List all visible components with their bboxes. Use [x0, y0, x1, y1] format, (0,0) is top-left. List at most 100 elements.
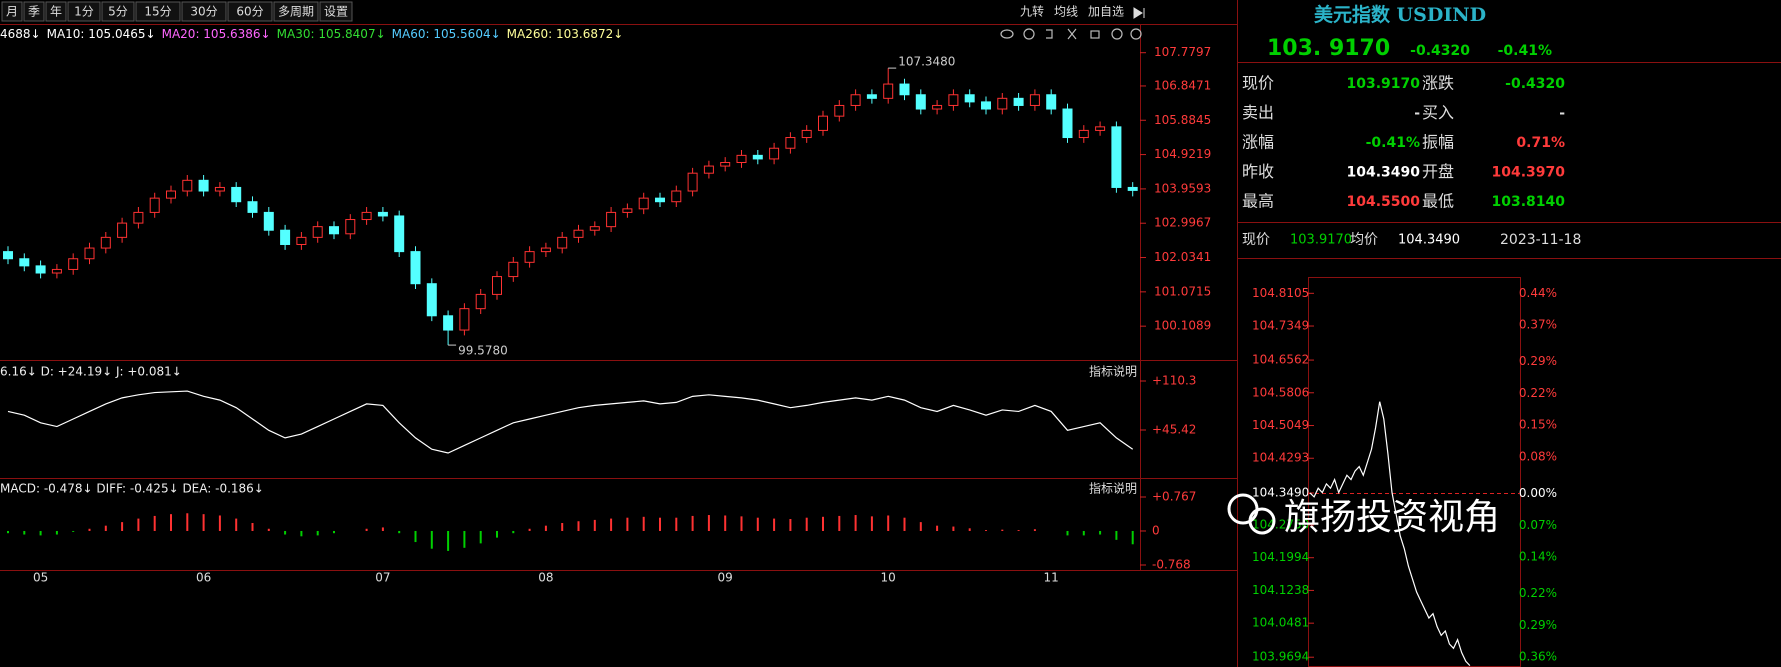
period-button[interactable]: [135, 1, 181, 22]
y-tick-label: 107.7797: [1154, 45, 1211, 59]
candle-body: [703, 165, 714, 174]
y-tick-label: 103.9593: [1154, 181, 1211, 195]
period-button[interactable]: [181, 1, 227, 22]
field-value: -: [1414, 106, 1420, 122]
period-button[interactable]: [45, 1, 67, 22]
period-label[interactable]: 15分: [144, 5, 171, 19]
candle-body: [866, 94, 877, 99]
candle-body: [117, 222, 128, 238]
candle-body: [329, 226, 339, 235]
eye-icon[interactable]: [1000, 29, 1014, 39]
candle-body: [214, 186, 225, 192]
candle-body: [850, 94, 861, 106]
period-label[interactable]: 设置: [324, 5, 348, 19]
candle-body: [35, 265, 46, 274]
period-button[interactable]: [101, 1, 135, 22]
gear-icon[interactable]: [1023, 28, 1035, 40]
chart-tools[interactable]: [1000, 28, 1142, 40]
indicator-legend: MACD: -0.478↓ DIFF: -0.425↓ DEA: -0.186↓: [0, 482, 264, 496]
period-button[interactable]: [23, 1, 45, 22]
period-label[interactable]: 60分: [236, 5, 263, 19]
y-tick-label: 104.5806: [1252, 385, 1309, 399]
candle-body: [540, 247, 551, 253]
y-tick-label: 101.0715: [1154, 284, 1211, 298]
indicator-line: [7, 390, 1134, 454]
zoom-in-icon[interactable]: [1130, 28, 1142, 40]
candle-body: [573, 229, 584, 238]
x-tick-label: 11: [1044, 571, 1059, 585]
period-label[interactable]: 年: [50, 5, 62, 19]
candle-body: [720, 161, 731, 167]
period-label[interactable]: 30分: [190, 5, 217, 19]
y-tick-label: 105.8845: [1154, 113, 1211, 127]
tool-label[interactable]: 九转: [1020, 4, 1044, 19]
y2-tick-label: 0.36%: [1519, 650, 1557, 664]
candle-body: [948, 94, 959, 106]
candle-body: [492, 276, 502, 295]
candle-body: [100, 236, 111, 249]
period-label[interactable]: 季: [28, 5, 40, 19]
change-pct: -0.41%: [1498, 43, 1552, 59]
field-label: 现价: [1242, 74, 1274, 93]
indicator-help[interactable]: 指标说明: [1089, 481, 1137, 496]
candle-body: [932, 104, 943, 110]
field-label: 涨幅: [1242, 133, 1274, 152]
period-label[interactable]: 1分: [74, 5, 94, 19]
y-tick-label: +0.767: [1152, 490, 1196, 504]
period-label[interactable]: 多周期: [278, 5, 314, 19]
y-tick-label: 102.9967: [1154, 216, 1211, 230]
period-label[interactable]: 5分: [108, 5, 128, 19]
period-button[interactable]: [1, 1, 23, 22]
candle-body: [296, 236, 307, 245]
y-tick-label: 104.5049: [1252, 418, 1309, 432]
field-label: 最高: [1242, 192, 1274, 211]
candle-body: [1127, 186, 1138, 191]
candle-body: [19, 258, 30, 267]
watermark-text: 旗扬投资视角: [1284, 497, 1500, 538]
candle-body: [426, 283, 437, 317]
period-button[interactable]: [67, 1, 101, 22]
candle-body: [769, 147, 780, 160]
field-value: 0.71%: [1516, 135, 1565, 151]
candle-body: [997, 97, 1008, 110]
indicator-help[interactable]: 指标说明: [1089, 364, 1137, 379]
x-tick-label: 10: [881, 571, 896, 585]
watermark: 旗扬投资视角: [1227, 493, 1500, 538]
candle-body: [736, 154, 747, 163]
legend-item: MA10: 105.0465↓: [47, 27, 156, 41]
wechat-icon: [1248, 507, 1276, 535]
tool-label[interactable]: 均线: [1054, 5, 1078, 19]
candle-body: [166, 190, 176, 199]
field-value: -: [1559, 106, 1565, 122]
y2-tick-label: 0.37%: [1519, 318, 1557, 332]
undo-icon[interactable]: [1046, 29, 1053, 39]
candle-body: [915, 94, 926, 110]
candle-body: [361, 211, 372, 221]
footer-field: 现价: [1242, 232, 1270, 248]
candle-body: [1062, 108, 1073, 139]
x-tick-label: 09: [718, 571, 733, 585]
lock-icon[interactable]: [1090, 30, 1100, 39]
period-button[interactable]: [319, 1, 353, 22]
y-tick-label: 103.9694: [1252, 650, 1309, 664]
indicator-legend: 6.16↓ D: +24.19↓ J: +0.081↓: [0, 365, 182, 379]
period-button[interactable]: [273, 1, 319, 22]
y-tick-label: 104.7349: [1252, 319, 1309, 333]
candle-body: [508, 261, 519, 278]
x-tick-label: 07: [375, 571, 390, 585]
candle-body: [51, 268, 62, 274]
cut-icon[interactable]: [1067, 28, 1077, 40]
zoom-out-icon[interactable]: [1111, 28, 1123, 40]
candle-body: [638, 197, 649, 210]
field-value: 104.3490: [1346, 165, 1420, 181]
collapse-icon[interactable]: [1133, 7, 1145, 19]
period-label[interactable]: 月: [6, 5, 18, 19]
candle-body: [84, 247, 95, 260]
annotation: 99.5780: [458, 344, 508, 358]
period-button[interactable]: [227, 1, 273, 22]
tool-label[interactable]: 加自选: [1088, 5, 1124, 19]
y-tick-label: +45.42: [1152, 423, 1196, 437]
y-tick-label: 104.9219: [1154, 147, 1211, 161]
candle-body: [834, 104, 845, 117]
candle-body: [198, 179, 209, 192]
